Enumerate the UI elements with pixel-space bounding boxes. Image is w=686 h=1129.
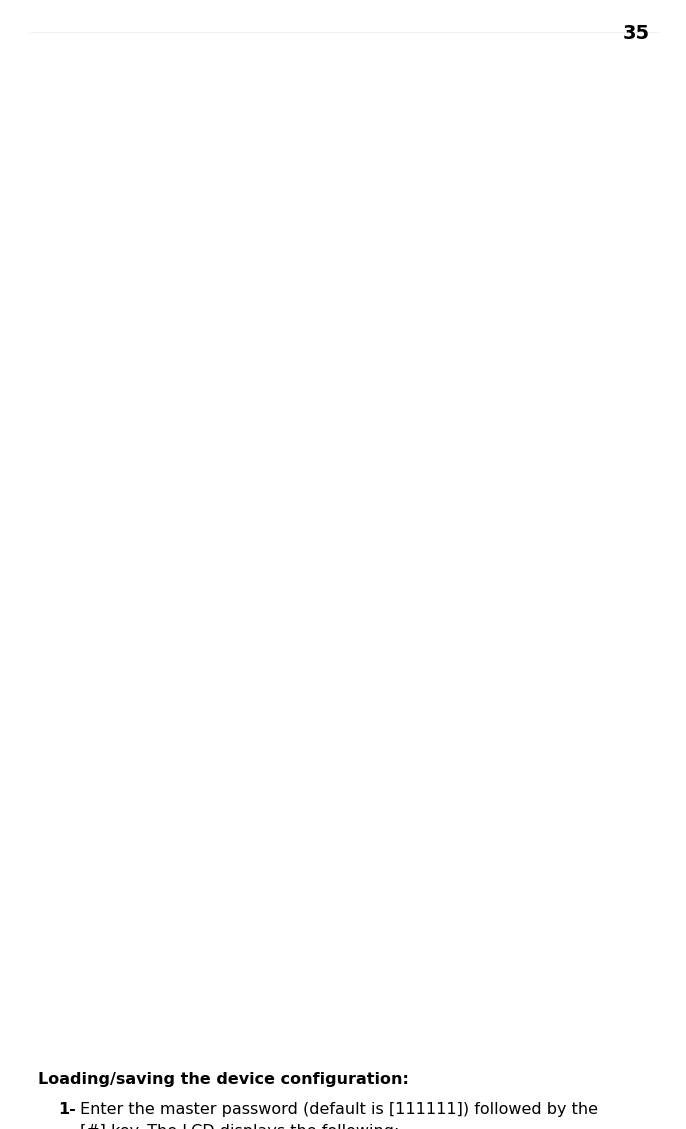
- Text: 1-: 1-: [58, 1102, 75, 1117]
- Text: Enter the master password (default is [111111]) followed by the: Enter the master password (default is [1…: [80, 1102, 598, 1117]
- Text: 35: 35: [623, 24, 650, 43]
- Text: [#] key. The LCD displays the following:: [#] key. The LCD displays the following:: [80, 1124, 399, 1129]
- Text: Loading/saving the device configuration:: Loading/saving the device configuration:: [38, 1073, 409, 1087]
